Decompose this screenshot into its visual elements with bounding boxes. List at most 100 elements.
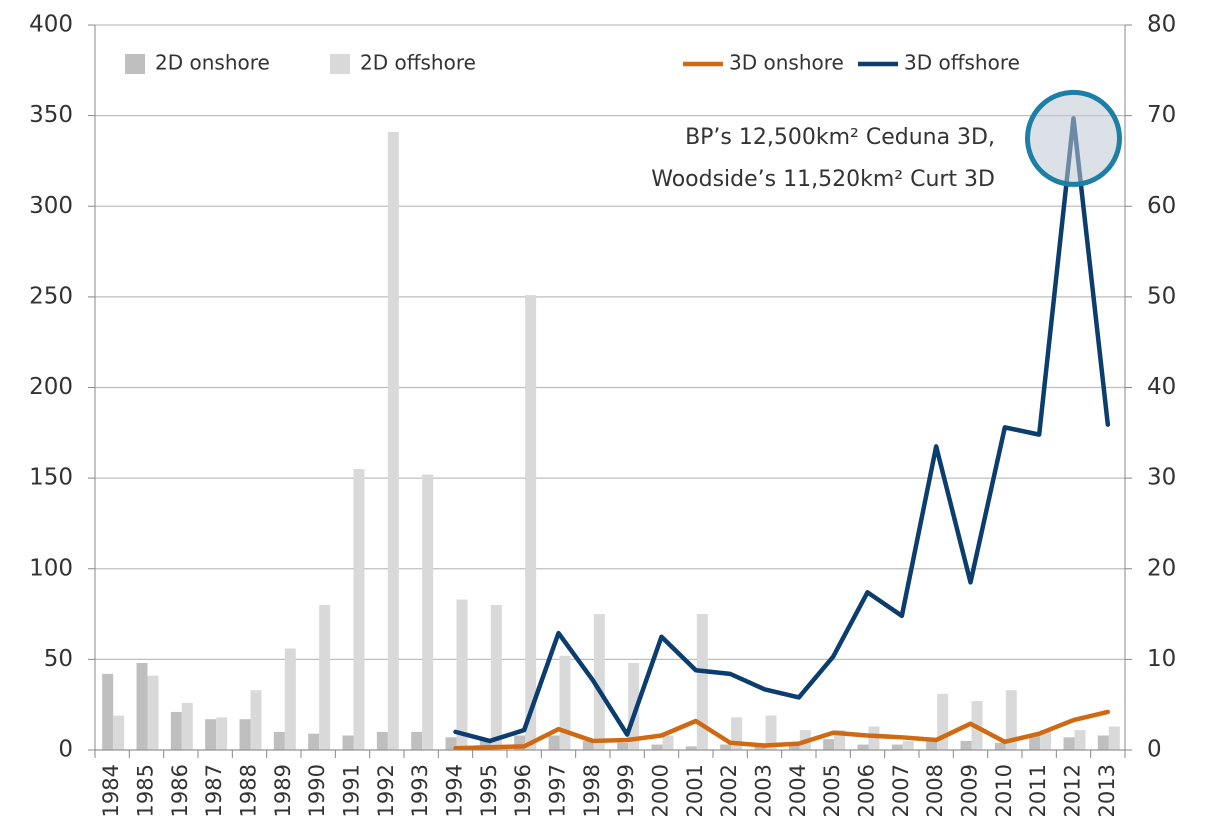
- bar: [788, 744, 800, 750]
- x-tick-label: 1984: [99, 764, 123, 817]
- legend-label: 3D onshore: [729, 51, 844, 75]
- x-tick-label: 2009: [958, 764, 982, 817]
- x-tick-label: 2002: [717, 764, 741, 817]
- bar: [868, 726, 880, 750]
- bar: [216, 717, 228, 750]
- y-tick-label: 250: [29, 283, 73, 309]
- x-tick-label: 1989: [271, 764, 295, 817]
- bar: [353, 469, 365, 750]
- bar: [651, 744, 663, 750]
- x-tick-label: 1987: [202, 764, 226, 817]
- line: [453, 116, 1111, 744]
- y2-tick-label: 0: [1147, 737, 1162, 763]
- bar: [308, 733, 320, 750]
- legend-label: 2D offshore: [360, 51, 476, 75]
- bar: [479, 739, 491, 750]
- bar: [456, 599, 468, 750]
- bar: [823, 739, 835, 750]
- y2-tick-label: 50: [1147, 283, 1176, 309]
- x-tick-label: 2008: [923, 764, 947, 817]
- bar: [628, 663, 640, 750]
- x-tick-label: 1995: [477, 764, 501, 817]
- bar: [376, 731, 388, 750]
- bar: [1074, 730, 1086, 750]
- bar: [422, 474, 434, 750]
- y2-tick-label: 60: [1147, 193, 1176, 219]
- x-tick-label: 1985: [134, 764, 158, 817]
- bar: [1029, 735, 1041, 750]
- y-tick-label: 400: [29, 12, 73, 38]
- x-tick-label: 2007: [889, 764, 913, 817]
- bar: [411, 731, 423, 750]
- bar: [926, 740, 938, 750]
- bar: [696, 614, 708, 750]
- bar: [1040, 730, 1052, 750]
- bar: [857, 744, 869, 750]
- bar: [387, 131, 399, 750]
- bar: [445, 737, 457, 750]
- legend-swatch: [330, 54, 350, 74]
- bar: [514, 735, 526, 750]
- bar: [617, 742, 629, 750]
- bar: [891, 744, 903, 750]
- x-tick-label: 1998: [580, 764, 604, 817]
- bar: [319, 605, 331, 750]
- x-tick-label: 1993: [408, 764, 432, 817]
- y2-tick-label: 10: [1147, 646, 1176, 672]
- bar: [662, 735, 674, 750]
- bar: [525, 295, 537, 750]
- x-tick-label: 1999: [614, 764, 638, 817]
- y2-tick-label: 20: [1147, 555, 1176, 581]
- bar: [284, 648, 296, 750]
- y-tick-label: 100: [29, 555, 73, 581]
- bar: [994, 742, 1006, 750]
- bar: [102, 673, 114, 750]
- bar: [342, 735, 354, 750]
- x-tick-label: 2011: [1026, 764, 1050, 817]
- x-tick-label: 2000: [649, 764, 673, 817]
- y-tick-label: 150: [29, 465, 73, 491]
- bar: [250, 690, 262, 750]
- x-tick-label: 1990: [305, 764, 329, 817]
- y2-tick-label: 40: [1147, 374, 1176, 400]
- bar: [113, 715, 125, 750]
- bar: [765, 715, 777, 750]
- x-tick-label: 1992: [374, 764, 398, 817]
- bar: [273, 731, 285, 750]
- y-tick-label: 200: [29, 374, 73, 400]
- bar: [834, 730, 846, 750]
- x-tick-label: 1994: [443, 764, 467, 817]
- legend-label: 3D offshore: [904, 51, 1020, 75]
- x-tick-label: 2006: [855, 764, 879, 817]
- bar: [548, 735, 560, 750]
- x-tick-label: 2010: [992, 764, 1016, 817]
- annotation: Woodside’s 11,520km² Curt 3D: [651, 167, 995, 192]
- x-tick-label: 1988: [237, 764, 261, 817]
- bar: [147, 675, 159, 750]
- bar: [205, 719, 217, 750]
- y2-tick-label: 30: [1147, 465, 1176, 491]
- y-tick-label: 300: [29, 193, 73, 219]
- bar: [960, 740, 972, 750]
- bar: [1005, 690, 1017, 750]
- bar: [754, 746, 766, 750]
- legend-label: 2D onshore: [155, 51, 270, 75]
- bar: [937, 693, 949, 750]
- y-tick-label: 0: [58, 737, 73, 763]
- x-tick-label: 2001: [683, 764, 707, 817]
- bar: [593, 614, 605, 750]
- legend-swatch: [125, 54, 145, 74]
- bar: [731, 717, 743, 750]
- bar: [170, 711, 182, 750]
- bar: [720, 744, 732, 750]
- annotation: BP’s 12,500km² Ceduna 3D,: [685, 125, 995, 150]
- x-tick-label: 1996: [511, 764, 535, 817]
- bar: [136, 663, 148, 750]
- bar: [239, 719, 251, 750]
- bar: [1097, 735, 1109, 750]
- y2-tick-label: 70: [1147, 102, 1176, 128]
- bar: [582, 740, 594, 750]
- x-tick-label: 2004: [786, 764, 810, 817]
